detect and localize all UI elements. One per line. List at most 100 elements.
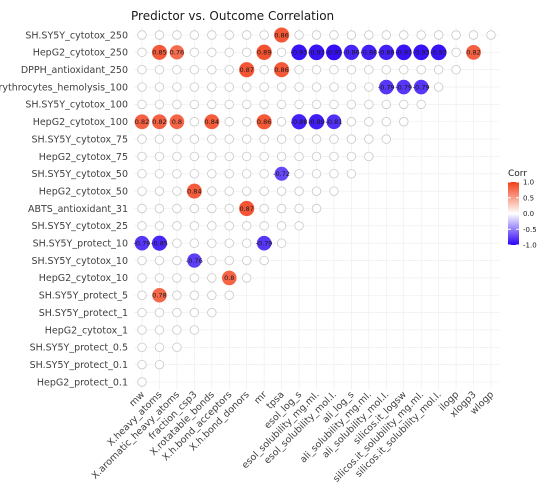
empty-cell — [189, 325, 200, 335]
correlation-cell — [134, 114, 150, 130]
empty-cell — [224, 30, 234, 40]
correlation-value-label: 0.82 — [135, 118, 149, 126]
empty-cell — [189, 134, 200, 144]
empty-cell — [329, 186, 339, 196]
empty-cell — [224, 255, 234, 266]
empty-cell — [189, 203, 200, 214]
empty-cell — [241, 186, 252, 196]
correlation-cell — [430, 44, 447, 61]
empty-cell — [154, 255, 165, 266]
row-label: ABTS_antioxidant_31 — [28, 204, 128, 215]
correlation-value-label: -0.79 — [256, 240, 273, 248]
empty-cell — [207, 255, 217, 266]
empty-cell — [172, 64, 182, 75]
correlation-value-label: 0.78 — [152, 292, 166, 300]
empty-cell — [346, 30, 357, 40]
correlation-value-label: 0.89 — [257, 49, 271, 57]
correlation-value-label: 0.8 — [224, 274, 234, 282]
empty-cell — [399, 64, 409, 75]
empty-cell — [224, 238, 234, 248]
empty-cell — [311, 151, 322, 162]
empty-cell — [154, 99, 165, 110]
empty-cell — [172, 273, 182, 283]
correlation-cell — [361, 44, 377, 60]
empty-cell — [137, 342, 147, 353]
empty-cell — [433, 30, 444, 40]
empty-cell — [172, 221, 182, 231]
empty-cell — [311, 169, 322, 179]
empty-cell — [451, 30, 461, 40]
empty-cell — [207, 186, 217, 196]
empty-cell — [207, 273, 217, 283]
empty-cell — [259, 30, 269, 40]
empty-cell — [137, 359, 147, 370]
empty-cell — [207, 169, 217, 179]
empty-cell — [189, 99, 200, 110]
empty-cell — [224, 169, 234, 179]
empty-cell — [346, 99, 357, 110]
empty-cell — [172, 307, 182, 318]
empty-cell — [172, 99, 182, 110]
empty-cell — [154, 273, 165, 283]
row-label: SH.SY5Y_cytotox_100 — [25, 100, 128, 111]
correlation-cell — [395, 44, 412, 61]
empty-cell — [311, 99, 322, 110]
correlation-cell — [187, 253, 202, 268]
empty-cell — [364, 117, 374, 127]
empty-cell — [207, 290, 217, 300]
row-label: SH.SY5Y_protect_5 — [39, 291, 128, 302]
empty-cell — [294, 169, 304, 179]
row-label: SH.SY5Y_protect_0.5 — [30, 343, 128, 354]
row-label: SH.SY5Y_cytotox_75 — [31, 134, 128, 145]
empty-cell — [154, 30, 165, 40]
empty-cell — [241, 169, 252, 179]
empty-cell — [259, 134, 269, 144]
legend-title: Corr — [508, 169, 527, 179]
empty-cell — [154, 325, 165, 335]
empty-cell — [294, 151, 304, 162]
empty-cell — [311, 82, 322, 92]
row-label: erythrocytes_hemolysis_100 — [0, 82, 128, 93]
correlation-value-label: 0.86 — [274, 66, 288, 74]
empty-cell — [241, 30, 252, 40]
empty-cell — [224, 99, 234, 110]
empty-cell — [259, 82, 269, 92]
empty-cell — [416, 30, 426, 40]
correlation-value-label: -0.79 — [413, 83, 430, 91]
empty-cell — [137, 151, 147, 162]
correlation-value-label: -0.85 — [151, 240, 168, 248]
correlation-cell — [274, 62, 290, 78]
empty-cell — [294, 186, 304, 196]
correlation-cell — [291, 114, 307, 130]
chart-title: Predictor vs. Outcome Correlation — [131, 9, 334, 23]
empty-cell — [329, 99, 339, 110]
empty-cell — [189, 273, 200, 283]
correlation-value-label: -0.76 — [186, 257, 203, 265]
column-labels: mwX.heavy_atomsX.aromatic_heavy_atomsfra… — [90, 389, 496, 484]
empty-cell — [189, 221, 200, 231]
empty-cell — [433, 82, 444, 92]
empty-cell — [276, 99, 287, 110]
empty-cell — [189, 290, 200, 300]
row-labels: SH.SY5Y_cytotox_250 HepG2_cytotox_250 DPPH… — [0, 30, 128, 388]
empty-cell — [276, 151, 287, 162]
correlation-cell — [152, 114, 167, 130]
correlation-value-label: -0.88 — [360, 49, 377, 57]
empty-cell — [276, 82, 287, 92]
empty-cell — [364, 134, 374, 144]
empty-cell — [294, 30, 304, 40]
color-legend: Corr 1.0 0.5 0.0 -0.5 -1.0 — [508, 169, 537, 250]
legend-colorbar — [508, 182, 519, 245]
empty-cell — [207, 134, 217, 144]
correlation-value-label: 0.86 — [257, 118, 271, 126]
row-label: SH.SY5Y_cytotox_10 — [31, 256, 128, 267]
empty-cell — [259, 221, 269, 231]
empty-cell — [241, 221, 252, 231]
row-label: HepG2_cytotox_10 — [39, 273, 128, 284]
empty-cell — [137, 30, 147, 40]
empty-cell — [137, 325, 147, 335]
correlation-value-label: -0.88 — [291, 118, 308, 126]
correlation-value-label: -0.93 — [308, 49, 325, 57]
correlation-value-label: -0.86 — [343, 49, 360, 57]
